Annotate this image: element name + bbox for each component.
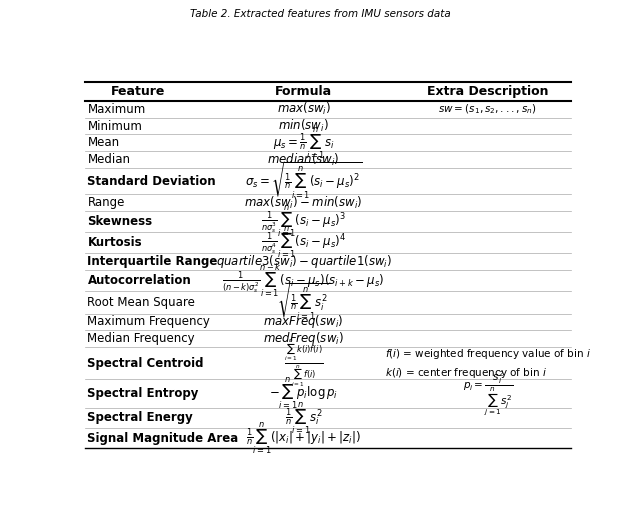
- Text: $max(sw_i) - min(sw_i)$: $max(sw_i) - min(sw_i)$: [244, 195, 363, 210]
- Text: $\frac{1}{n}\sum_{i=1}^{n} s_i^{2}$: $\frac{1}{n}\sum_{i=1}^{n} s_i^{2}$: [285, 400, 323, 436]
- Text: $f(i)$ = weighted frequency value of bin $i$
$k(i)$ = center frequency of bin $i: $f(i)$ = weighted frequency value of bin…: [385, 347, 591, 380]
- Text: $\frac{1}{n\sigma_s^4}\sum_{i=1}^{n}(s_i - \mu_s)^4$: $\frac{1}{n\sigma_s^4}\sum_{i=1}^{n}(s_i…: [261, 225, 346, 260]
- Text: $\mu_s = \frac{1}{n}\sum_{i=1}^{n} s_i$: $\mu_s = \frac{1}{n}\sum_{i=1}^{n} s_i$: [273, 125, 334, 161]
- Text: $median(sw_i)$: $median(sw_i)$: [268, 152, 340, 168]
- Text: Mean: Mean: [88, 136, 120, 150]
- Text: Range: Range: [88, 196, 125, 209]
- Text: Formula: Formula: [275, 85, 332, 98]
- Text: Spectral Centroid: Spectral Centroid: [88, 357, 204, 370]
- Text: $maxFreq(sw_i)$: $maxFreq(sw_i)$: [264, 313, 344, 331]
- Text: Interquartile Range: Interquartile Range: [88, 255, 218, 268]
- Text: Maximum Frequency: Maximum Frequency: [88, 315, 211, 329]
- Text: Kurtosis: Kurtosis: [88, 236, 142, 249]
- Text: Spectral Energy: Spectral Energy: [88, 411, 193, 424]
- Text: Median Frequency: Median Frequency: [88, 332, 195, 345]
- Text: $medFreq(sw_i)$: $medFreq(sw_i)$: [263, 330, 344, 347]
- Text: Extra Description: Extra Description: [427, 85, 548, 98]
- Text: Autocorrelation: Autocorrelation: [88, 274, 191, 287]
- Text: $max(sw_i)$: $max(sw_i)$: [276, 101, 331, 117]
- Text: $sw = (s_1, s_2, ..., s_n)$: $sw = (s_1, s_2, ..., s_n)$: [438, 102, 537, 116]
- Text: $min(sw_i)$: $min(sw_i)$: [278, 118, 329, 134]
- Text: $\frac{1}{n}\sum_{i=1}^{n}(|x_i| + |y_i| + |z_i|)$: $\frac{1}{n}\sum_{i=1}^{n}(|x_i| + |y_i|…: [246, 420, 361, 456]
- Text: Spectral Entropy: Spectral Entropy: [88, 387, 199, 400]
- Text: $\frac{1}{(n-k)\sigma_s^2}\sum_{i=1}^{n-k}(s_i - \mu_s)(s_{i+k} - \mu_s)$: $\frac{1}{(n-k)\sigma_s^2}\sum_{i=1}^{n-…: [223, 262, 385, 299]
- Text: $\sigma_s = \sqrt{\frac{1}{n}\sum_{i=1}^{n}(s_i - \mu_s)^2}$: $\sigma_s = \sqrt{\frac{1}{n}\sum_{i=1}^…: [244, 161, 362, 201]
- Text: $-\sum_{i=1}^{n} p_i \log p_i$: $-\sum_{i=1}^{n} p_i \log p_i$: [269, 376, 338, 411]
- Text: $p_i = \dfrac{s_i^{2}}{\sum_{j=1}^{n} s_j^{2}}$: $p_i = \dfrac{s_i^{2}}{\sum_{j=1}^{n} s_…: [463, 369, 513, 418]
- Text: Skewness: Skewness: [88, 215, 152, 228]
- Text: Signal Magnitude Area: Signal Magnitude Area: [88, 431, 239, 445]
- Text: Root Mean Square: Root Mean Square: [88, 296, 195, 309]
- Text: Minimum: Minimum: [88, 120, 142, 132]
- Text: Standard Deviation: Standard Deviation: [88, 174, 216, 188]
- Text: $\frac{\sum_{i=1}^{n} k(i)f(i)}{\sum_{i=1}^{n} f(i)}$: $\frac{\sum_{i=1}^{n} k(i)f(i)}{\sum_{i=…: [284, 337, 323, 389]
- Text: Feature: Feature: [111, 85, 166, 98]
- Text: Maximum: Maximum: [88, 103, 146, 116]
- Text: Median: Median: [88, 153, 131, 166]
- Text: $\frac{1}{n\sigma_s^3}\sum_{i=1}^{n}(s_i - \mu_s)^3$: $\frac{1}{n\sigma_s^3}\sum_{i=1}^{n}(s_i…: [261, 204, 346, 239]
- Text: $quartile3(sw_i) - quartile1(sw_i)$: $quartile3(sw_i) - quartile1(sw_i)$: [216, 253, 392, 270]
- Text: $\sqrt{\frac{1}{n}\sum_{i=1}^{n} s_i^{2}}$: $\sqrt{\frac{1}{n}\sum_{i=1}^{n} s_i^{2}…: [277, 282, 330, 322]
- Text: Table 2. Extracted features from IMU sensors data: Table 2. Extracted features from IMU sen…: [189, 9, 451, 19]
